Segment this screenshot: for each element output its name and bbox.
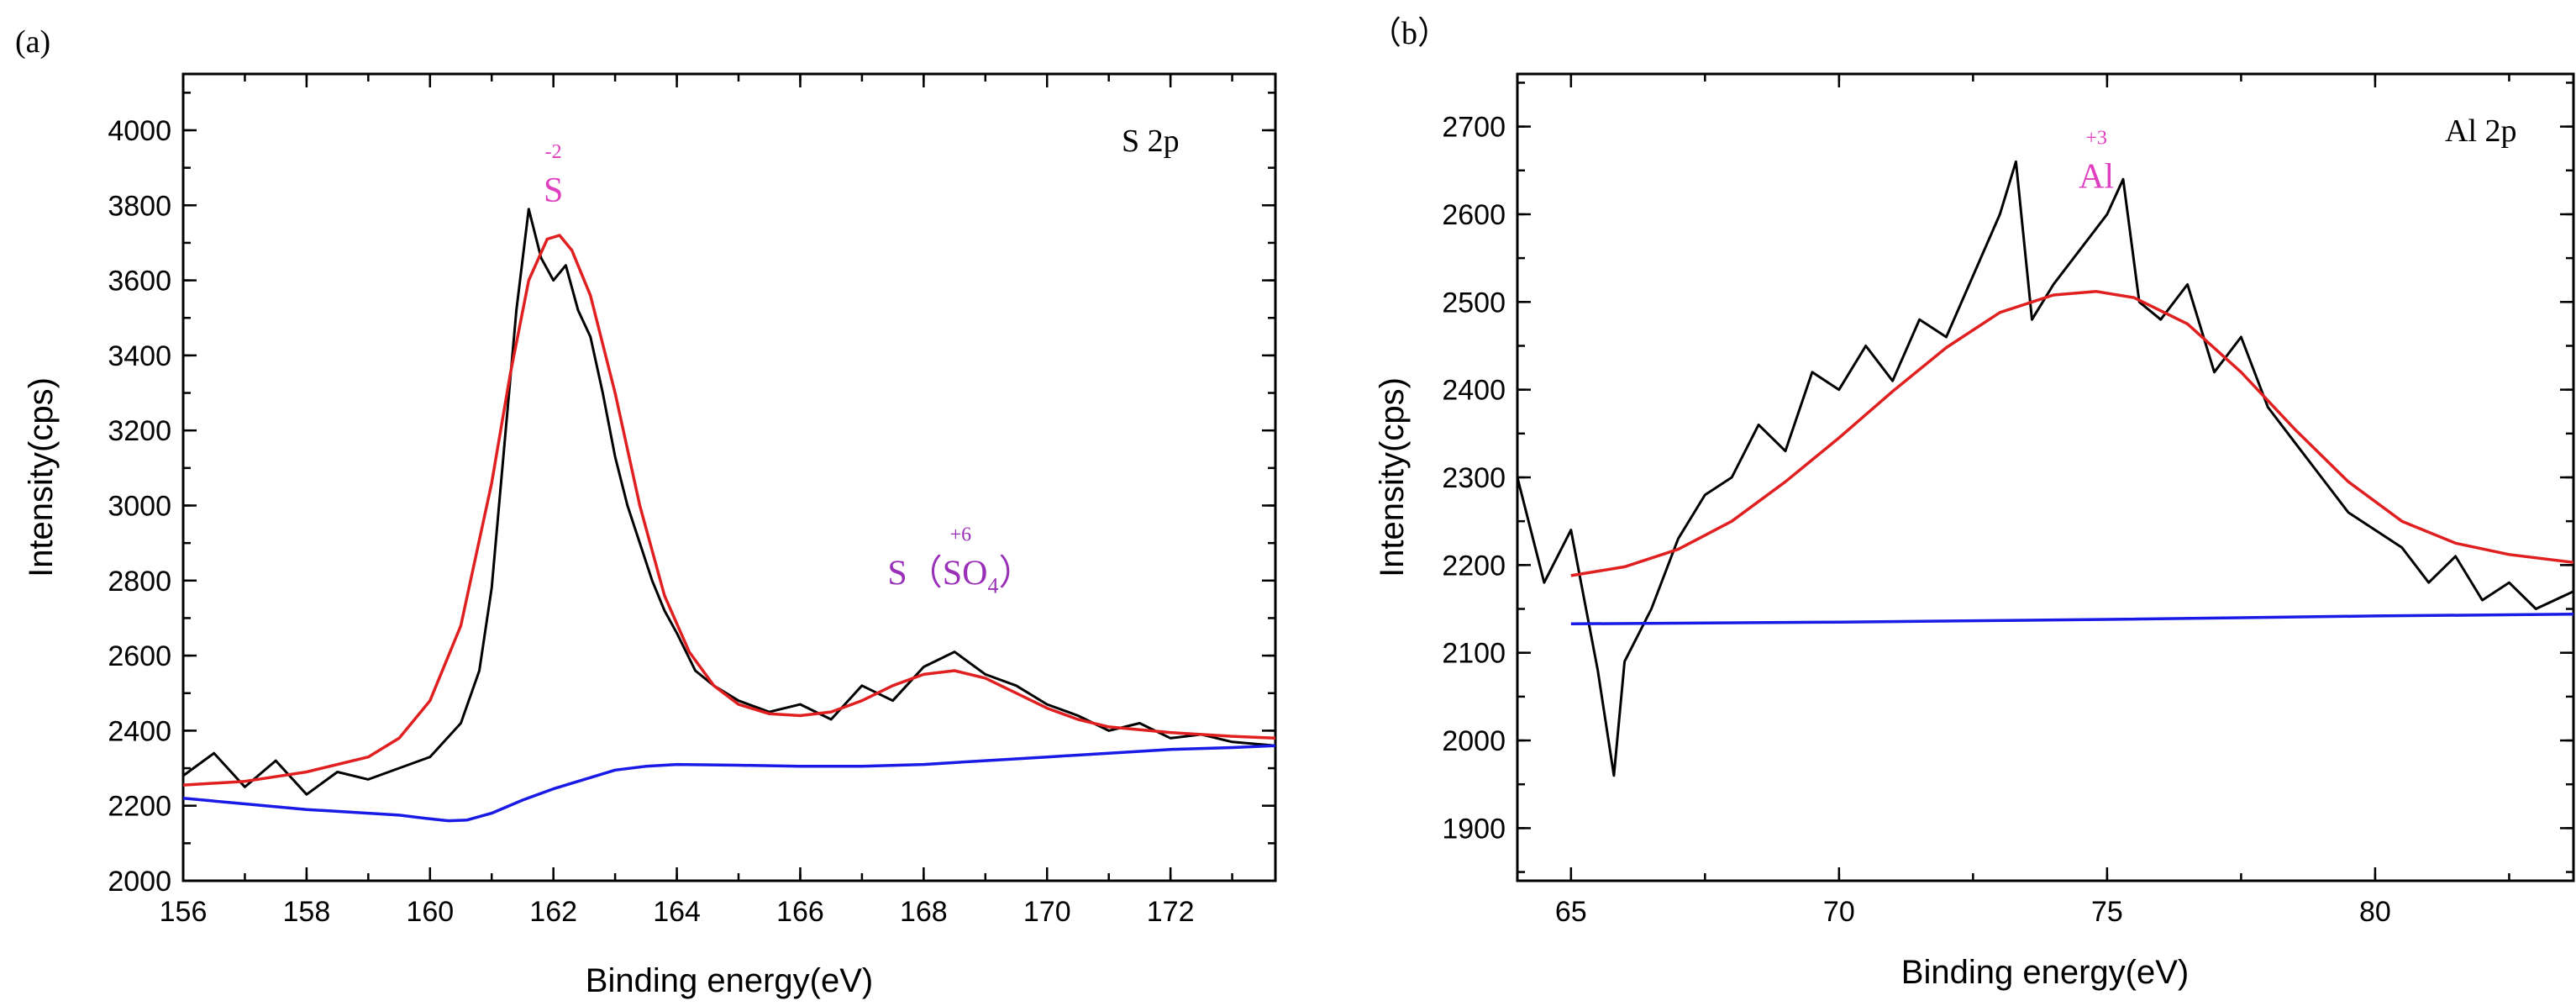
y-tick-label: 2100 [1442, 638, 1506, 670]
series-raw-a [182, 208, 1276, 796]
series-group-b [1516, 160, 2574, 777]
x-axis-title-a: Binding energy(eV) [586, 962, 873, 999]
y-tick-label: 3200 [108, 415, 171, 447]
y-tick-label: 2600 [1442, 199, 1506, 231]
y-tick-label: 2200 [108, 791, 171, 823]
x-tick-label: 164 [653, 896, 701, 928]
y-axis-title-b: Intensity(cps) [1374, 377, 1411, 577]
y-tick-label: 2000 [1442, 725, 1506, 757]
series-fit-b [1570, 290, 2574, 577]
annotations-a: -2 S +6 S（SO4） [544, 141, 1033, 598]
y-tick-label: 4000 [108, 115, 171, 147]
annotation-superscript: +3 [2085, 128, 2107, 150]
plot-frame-a [181, 72, 1277, 882]
y-tick-label: 2400 [108, 715, 171, 747]
plot-frame-b [1516, 72, 2575, 882]
series-raw-b [1516, 160, 2574, 777]
y-tick-label: 1900 [1442, 813, 1506, 845]
x-axis-title-b: Binding energy(eV) [1901, 954, 2189, 991]
series-background-a [182, 744, 1276, 823]
y-tick-label: 2000 [108, 866, 171, 898]
y-tick-label: 3000 [108, 490, 171, 522]
x-axis-a: 156 158 160 162 164 166 168 170 172 [160, 74, 1233, 928]
y-tick-label: 3400 [108, 340, 171, 372]
y-tick-label: 2300 [1442, 462, 1506, 494]
y-axis-title-a: Intensity(cps) [23, 377, 60, 577]
chart-title-a: S 2p [1122, 124, 1180, 159]
y-tick-label: 2600 [108, 640, 171, 672]
x-tick-label: 75 [2091, 896, 2123, 928]
x-tick-label: 166 [776, 896, 824, 928]
x-tick-label: 156 [160, 896, 208, 928]
annotation-label: Al [2079, 158, 2114, 197]
x-axis-b: 65 70 75 80 [1555, 74, 2510, 928]
y-tick-label: 3600 [108, 266, 171, 298]
x-tick-label: 65 [1555, 896, 1587, 928]
x-tick-label: 172 [1147, 896, 1195, 928]
annotations-b: +3 Al [2079, 128, 2114, 197]
annotation-superscript: +6 [950, 524, 972, 545]
series-fit-a [182, 234, 1276, 787]
x-tick-label: 168 [900, 896, 948, 928]
y-tick-label: 2800 [108, 566, 171, 598]
annotation-superscript: -2 [545, 141, 562, 163]
y-tick-label: 3800 [108, 190, 171, 222]
x-tick-label: 170 [1023, 896, 1071, 928]
annotation-label: S [544, 171, 563, 210]
y-axis-a: 2000 2200 2400 2600 2800 3000 3200 3400 3600 3800… [108, 92, 1275, 898]
y-tick-label: 2500 [1442, 287, 1506, 319]
y-axis-b: 1900 2000 2100 2200 2300 2400 2500 2600 2700 [1442, 82, 2573, 873]
x-tick-label: 70 [1823, 896, 1855, 928]
panel-label-b: （b） [1369, 16, 1449, 51]
panel-label-a: (a) [15, 24, 50, 60]
series-background-b [1570, 613, 2574, 626]
x-tick-label: 158 [283, 896, 331, 928]
y-tick-label: 2400 [1442, 375, 1506, 407]
y-tick-label: 2200 [1442, 550, 1506, 582]
chart-s2p: (a) 156 158 160 162 164 166 168 170 172 2000 2200… [15, 24, 1277, 999]
series-group-a [182, 208, 1276, 823]
x-tick-label: 80 [2359, 896, 2391, 928]
chart-al2p: （b） 65 70 75 80 1900 2000 2100 2200 2300 2400 250… [1369, 16, 2575, 991]
x-tick-label: 160 [406, 896, 454, 928]
y-tick-label: 2700 [1442, 112, 1506, 144]
chart-title-b: Al 2p [2445, 113, 2517, 149]
annotation-label: S（SO4） [887, 554, 1033, 598]
x-tick-label: 162 [529, 896, 577, 928]
